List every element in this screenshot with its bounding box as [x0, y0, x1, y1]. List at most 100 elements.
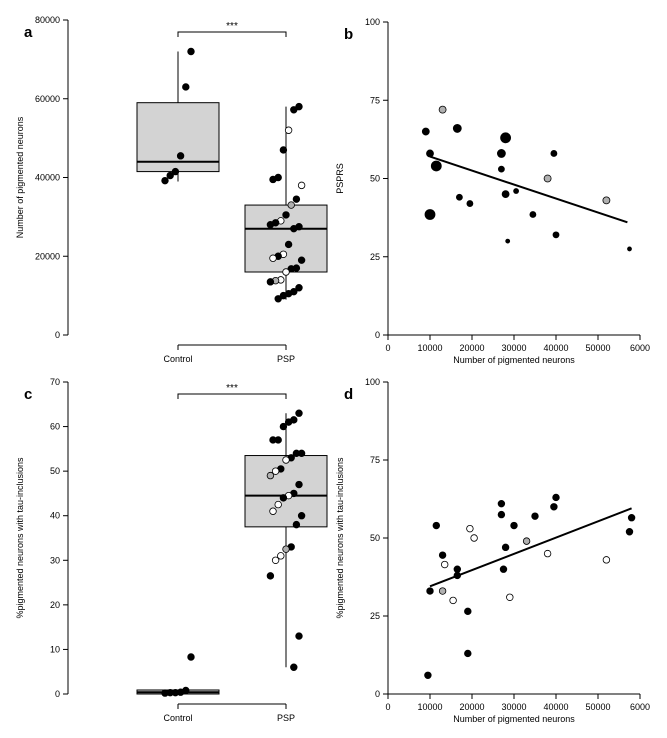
y-tick-label: 100 — [365, 377, 380, 387]
data-point — [449, 596, 457, 605]
data-point — [295, 284, 303, 292]
data-point — [279, 494, 288, 502]
y-tick-label: 30 — [50, 555, 60, 565]
regression-line — [429, 507, 632, 588]
y-tick-label: 75 — [370, 95, 380, 105]
data-point — [266, 572, 275, 580]
data-point — [187, 47, 195, 56]
data-point — [552, 231, 560, 239]
data-point — [284, 418, 293, 426]
data-point — [522, 537, 531, 545]
data-point — [161, 176, 169, 185]
data-point — [295, 480, 303, 489]
panel-label: c — [24, 386, 32, 403]
data-point — [269, 175, 277, 184]
data-point — [269, 436, 277, 444]
data-point — [182, 83, 190, 91]
data-point — [441, 560, 449, 569]
data-point — [271, 467, 280, 475]
x-tick-label: 30000 — [501, 702, 526, 712]
data-point — [452, 124, 462, 133]
data-point — [297, 181, 306, 190]
data-point — [161, 689, 169, 697]
y-tick-label: 20 — [50, 600, 60, 610]
data-point — [282, 545, 290, 553]
y-tick-label: 40000 — [35, 173, 60, 183]
data-point — [290, 663, 298, 671]
significance-bracket — [177, 31, 287, 37]
y-tick-label: 25 — [370, 611, 380, 621]
data-point — [176, 152, 185, 160]
x-tick-label: 10000 — [417, 702, 442, 712]
significance-bracket — [177, 393, 287, 399]
data-point — [277, 552, 285, 560]
data-point — [266, 221, 275, 229]
data-point — [470, 534, 478, 542]
data-point — [500, 132, 512, 144]
panel-label: a — [24, 24, 33, 41]
data-point — [424, 671, 432, 679]
data-point — [171, 167, 180, 176]
data-point — [266, 278, 275, 286]
y-axis-title: %pigmented neurons with tau-inclusions — [335, 457, 345, 619]
data-point — [187, 653, 195, 661]
data-point — [430, 160, 442, 172]
data-point — [627, 246, 632, 252]
data-point — [497, 510, 506, 519]
x-tick-label: 40000 — [543, 702, 568, 712]
x-tick-label: 40000 — [543, 343, 568, 353]
data-point — [282, 456, 290, 464]
category-label: PSP — [277, 713, 295, 723]
data-point — [279, 422, 288, 431]
y-tick-label: 80000 — [35, 15, 60, 25]
data-point — [543, 174, 552, 183]
x-tick-label: 20000 — [459, 343, 484, 353]
data-point — [274, 295, 282, 303]
data-point — [550, 503, 558, 511]
y-axis-title: Number of pigmented neurons — [15, 116, 25, 238]
y-tick-label: 0 — [375, 689, 380, 699]
data-point — [287, 201, 295, 209]
y-tick-label: 50 — [370, 174, 380, 184]
data-point — [501, 543, 510, 552]
data-point — [297, 512, 306, 520]
data-point — [282, 268, 290, 276]
data-point — [453, 565, 461, 573]
regression-line — [429, 155, 628, 224]
data-point — [438, 105, 447, 114]
data-point — [426, 587, 434, 595]
x-tick-label: 6000 — [630, 343, 650, 353]
data-point — [266, 471, 275, 480]
category-label: Control — [163, 354, 192, 364]
data-point — [497, 499, 506, 508]
data-point — [269, 507, 277, 515]
data-point — [290, 224, 298, 233]
data-point — [166, 171, 174, 180]
data-point — [432, 521, 440, 530]
data-point — [464, 649, 472, 658]
data-point — [602, 196, 611, 205]
category-label: Control — [163, 713, 192, 723]
x-tick-label: 50000 — [585, 702, 610, 712]
data-point — [284, 126, 293, 134]
x-axis-title: Number of pigmented neurons — [453, 355, 575, 365]
data-point — [438, 551, 447, 559]
y-tick-label: 50 — [50, 466, 60, 476]
x-axis-title: Number of pigmented neurons — [453, 714, 575, 724]
data-point — [292, 195, 301, 203]
x-tick-label: 6000 — [630, 702, 650, 712]
data-point — [438, 587, 447, 595]
data-point — [284, 240, 293, 249]
data-point — [290, 106, 298, 114]
data-point — [279, 146, 288, 154]
significance-label: *** — [226, 383, 238, 394]
data-point — [627, 514, 636, 522]
data-point — [455, 193, 463, 201]
data-point — [552, 493, 560, 502]
data-point — [531, 512, 539, 520]
category-label: PSP — [277, 354, 295, 364]
data-point — [426, 149, 434, 158]
data-point — [602, 556, 611, 564]
y-tick-label: 75 — [370, 455, 380, 465]
data-point — [496, 149, 506, 158]
